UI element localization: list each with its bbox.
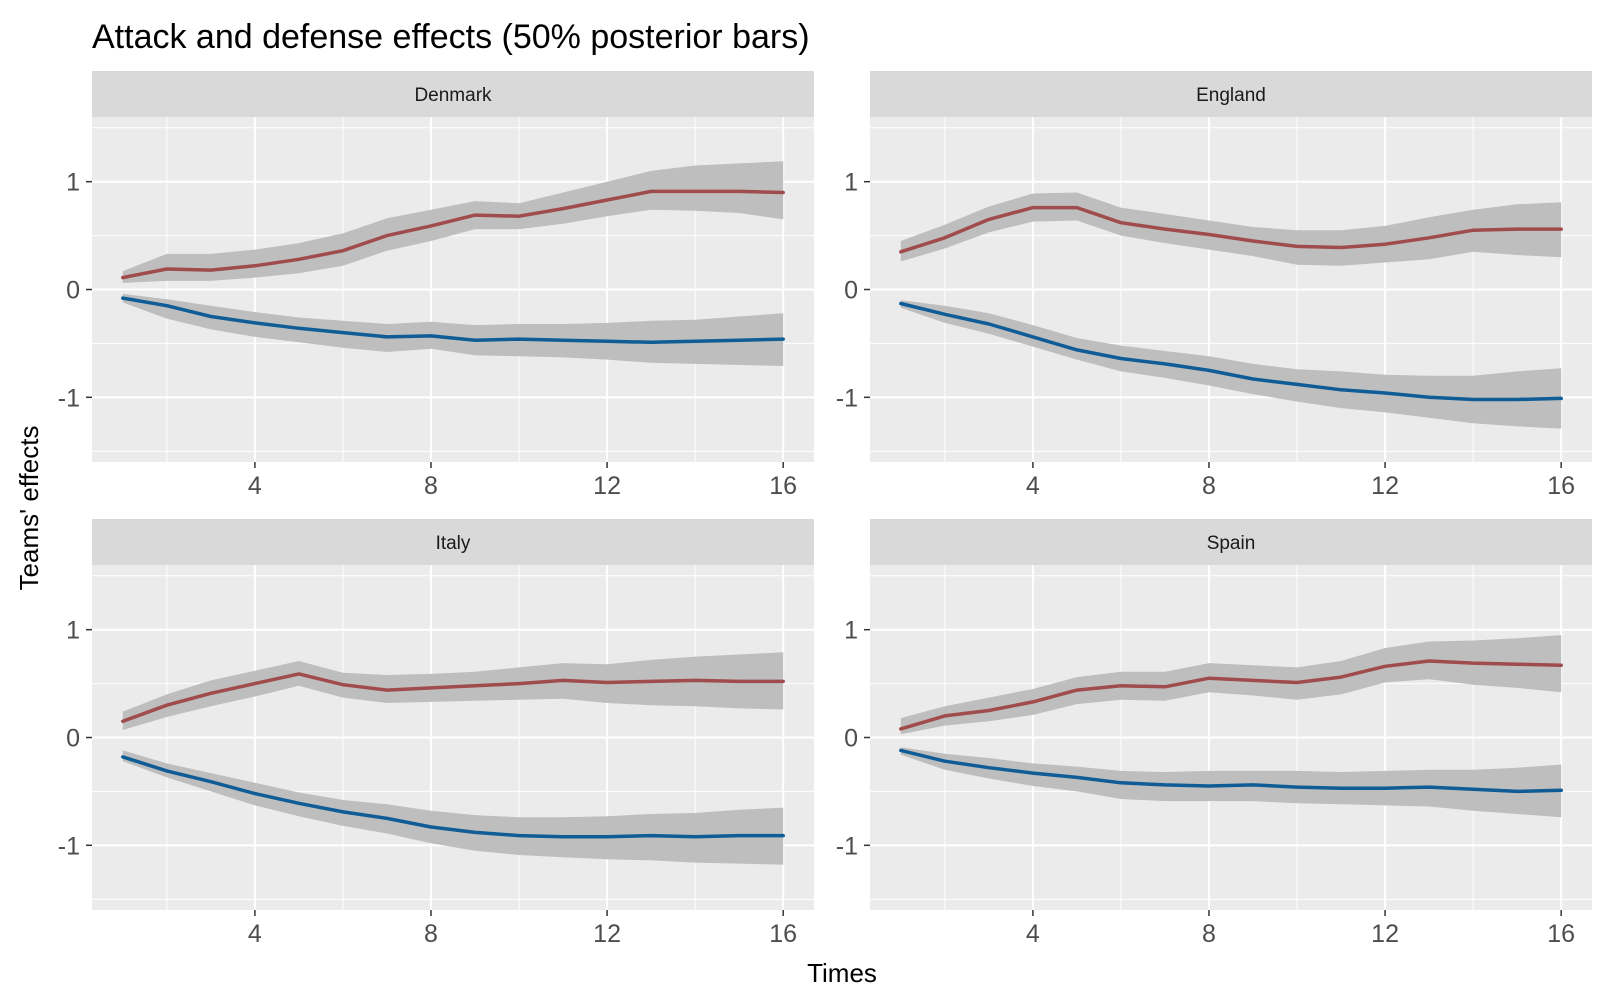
- facet-strip-label: Italy: [436, 533, 471, 554]
- facet-strip: [870, 519, 1592, 565]
- y-tick-label: 1: [844, 169, 858, 197]
- defense-posterior-band: [900, 300, 1562, 429]
- attack-posterior-band: [122, 652, 784, 730]
- x-tick-label: 8: [424, 472, 438, 500]
- x-tick-label: 12: [593, 472, 621, 500]
- attack-effect-line: [121, 672, 785, 724]
- y-tick-label: 0: [66, 277, 80, 305]
- x-tick-label: 8: [424, 920, 438, 948]
- x-tick-label: 4: [1026, 920, 1040, 948]
- defense-effect-line: [899, 748, 1563, 794]
- x-tick-label: 16: [769, 472, 797, 500]
- facet-panel-spain: Spain 1 0 -1 4 8 12 16: [836, 519, 1592, 948]
- attack-effect-line: [121, 189, 785, 280]
- facet-strip: [92, 519, 814, 565]
- facet-strip-label: Denmark: [414, 85, 492, 106]
- defense-effect-line: [121, 755, 785, 839]
- x-tick-label: 12: [1371, 472, 1399, 500]
- facet-panel-england: England 1 0 -1 4 8 12 16: [836, 71, 1592, 500]
- x-tick-label: 16: [769, 920, 797, 948]
- y-tick-label: 0: [844, 725, 858, 753]
- y-tick-label: 1: [66, 617, 80, 645]
- x-tick-label: 4: [248, 472, 262, 500]
- y-tick-label: -1: [836, 384, 858, 412]
- attack-effect-line: [899, 205, 1563, 254]
- x-tick-label: 4: [248, 920, 262, 948]
- defense-posterior-band: [122, 293, 784, 366]
- x-tick-label: 16: [1547, 472, 1575, 500]
- facet-strip-label: England: [1196, 85, 1266, 106]
- x-tick-label: 16: [1547, 920, 1575, 948]
- y-tick-label: 1: [844, 617, 858, 645]
- y-tick-label: 1: [66, 169, 80, 197]
- x-tick-label: 12: [593, 920, 621, 948]
- x-tick-label: 8: [1202, 920, 1216, 948]
- x-tick-label: 4: [1026, 472, 1040, 500]
- y-tick-label: -1: [58, 384, 80, 412]
- x-tick-label: 12: [1371, 920, 1399, 948]
- y-tick-label: -1: [58, 832, 80, 860]
- x-tick-label: 8: [1202, 472, 1216, 500]
- attack-posterior-band: [900, 635, 1562, 735]
- facet-panel-italy: Italy 1 0 -1 4 8 12 16: [58, 519, 814, 948]
- defense-effect-line: [121, 296, 785, 345]
- y-tick-label: 0: [844, 277, 858, 305]
- facet-strip-label: Spain: [1207, 533, 1256, 554]
- facet-panels: Denmark 1 0 -1 4 8 12 16 England 1 0 -1 4 8 12 16 Italy 1…: [58, 71, 1592, 948]
- chart-title: Attack and defense effects (50% posterio…: [92, 18, 810, 56]
- attack-posterior-band: [900, 192, 1562, 266]
- attack-effect-line: [899, 659, 1563, 731]
- y-axis-title: Teams' effects: [14, 426, 44, 591]
- defense-effect-line: [899, 301, 1563, 402]
- facet-strip: [870, 71, 1592, 117]
- x-axis-title: Times: [807, 958, 877, 988]
- y-tick-label: 0: [66, 725, 80, 753]
- facet-panel-denmark: Denmark 1 0 -1 4 8 12 16: [58, 71, 814, 500]
- y-tick-label: -1: [836, 832, 858, 860]
- defense-posterior-band: [900, 747, 1562, 818]
- facet-strip: [92, 71, 814, 117]
